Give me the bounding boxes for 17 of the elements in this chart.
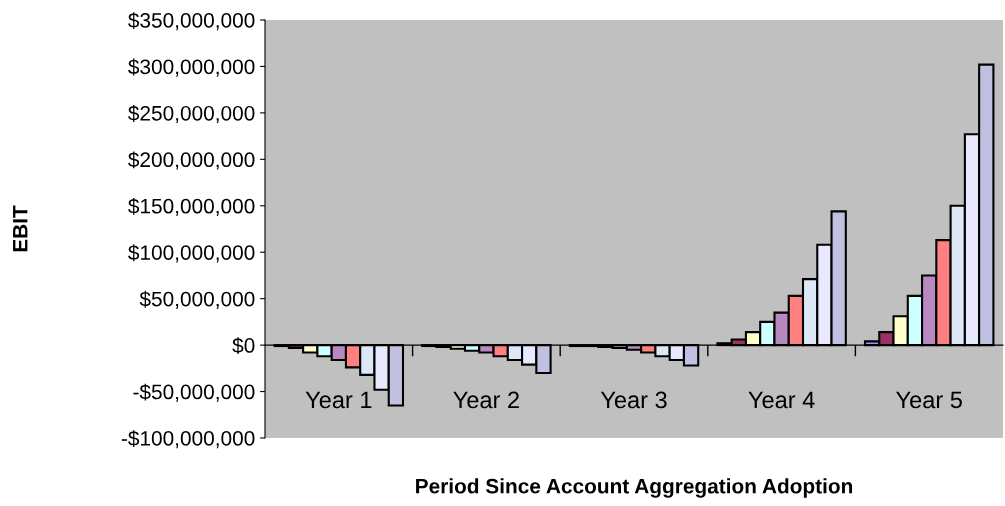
x-tick-label: Year 4 (748, 391, 815, 409)
y-tick-label: $150,000,000 (128, 197, 255, 216)
y-tick-label: -$100,000,000 (121, 430, 255, 449)
y-tick-label: -$50,000,000 (133, 383, 255, 402)
x-tick-label: Year 1 (305, 391, 372, 409)
x-tick-label: Year 5 (896, 391, 962, 409)
x-tick-label: Year 3 (600, 391, 667, 409)
y-axis-title: EBIT (13, 205, 28, 252)
x-tick-label: Year 2 (453, 391, 519, 409)
y-tick-label: $100,000,000 (128, 244, 255, 263)
y-tick-label: $200,000,000 (128, 151, 255, 170)
y-tick-label: $300,000,000 (128, 58, 255, 77)
x-axis-title: Period Since Account Aggregation Adoption (416, 478, 853, 498)
y-tick-label: $50,000,000 (139, 290, 255, 309)
y-tick-label: $250,000,000 (128, 105, 255, 124)
y-tick-label: $350,000,000 (128, 12, 255, 31)
y-tick-label: $0 (232, 337, 255, 355)
